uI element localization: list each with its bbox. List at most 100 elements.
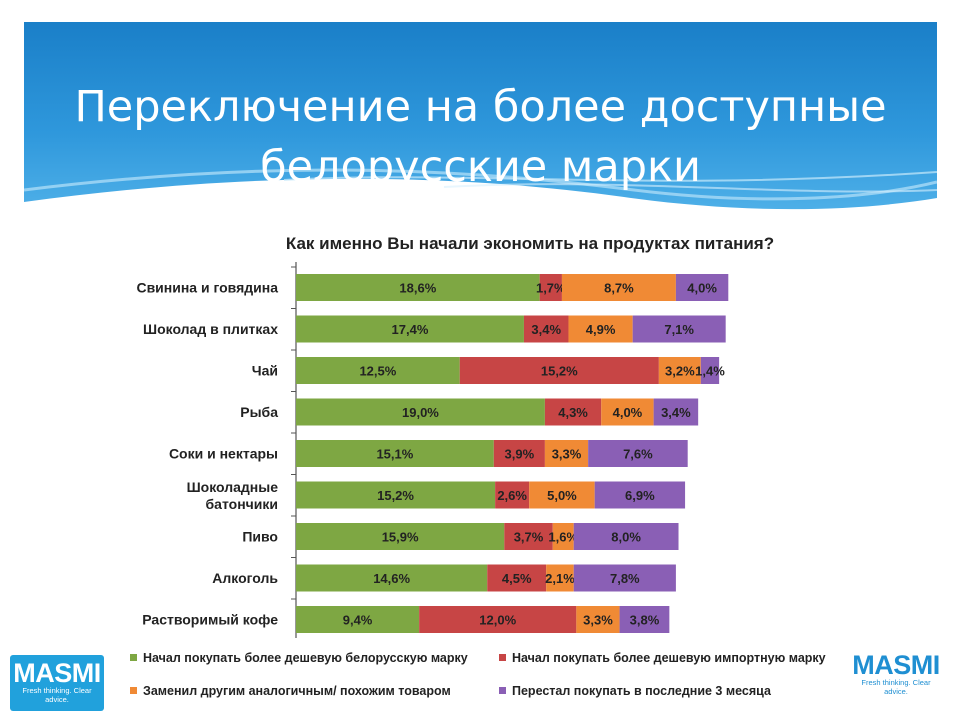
legend-label: Начал покупать более дешевую импортную м… [512,651,826,665]
bar-segment [504,523,553,550]
bar-segment [544,398,602,426]
bar-segment [568,315,633,343]
bar-segment [495,481,530,509]
bar-segment [296,440,494,467]
data-label: 7,8% [610,571,640,586]
data-label: 8,7% [604,281,634,296]
legend-swatch-green [130,654,137,661]
data-label: 7,1% [664,322,694,337]
legend-swatch-red [499,654,506,661]
data-label: 2,1% [545,571,575,586]
bar-segment [296,274,540,301]
bar-segment [544,440,589,467]
logo-word: MASMI [852,650,940,680]
data-label: 3,9% [505,447,535,462]
category-label: Шоколадные батончики [187,479,279,512]
bar-segment [523,315,569,343]
bar-segment [296,481,496,509]
logo-tagline: Fresh thinking. Clear advice. [22,686,92,704]
bar-segment [700,357,720,384]
bar-segment [675,274,729,301]
data-label: 3,4% [661,405,691,420]
slide-title-line-2: белорусские марки [260,141,701,192]
bar-segment [573,523,679,550]
bar-segment [296,357,460,384]
data-label: 5,0% [547,488,577,503]
stacked-bar-chart: Свинина и говядина 18,6% 1,7% 8,7% 4,0% Шокол… [136,262,729,638]
data-label: 2,6% [497,488,527,503]
data-label: 6,9% [625,488,655,503]
bar-segment [296,398,545,426]
bar-segment [632,315,726,343]
data-label: 7,6% [623,447,653,462]
bar-segment [552,523,574,550]
legend-swatch-orange [130,687,137,694]
bar-segment [601,398,654,426]
masmi-logo-right: MASMI Fresh thinking. Clear advice. [850,650,942,696]
bar-segment [653,398,699,426]
bar-segment [658,357,701,384]
data-label: 1,6% [548,530,578,545]
chart-title: Как именно Вы начали экономить на продук… [285,234,775,253]
data-label: 19,0% [402,405,439,420]
data-label: 3,3% [552,447,582,462]
data-label: 15,2% [377,488,414,503]
data-label: 3,3% [583,613,613,628]
data-label: 8,0% [611,530,641,545]
bar-segment [539,274,562,301]
legend-label: Начал покупать более дешевую белорусскую… [143,651,468,665]
data-label: 9,4% [343,613,373,628]
legend-item-belarus-brand: Начал покупать более дешевую белорусскую… [130,651,468,665]
legend-label: Заменил другим аналогичным/ похожим това… [143,684,451,698]
data-label: 4,0% [613,405,643,420]
data-label: 1,7% [536,281,566,296]
data-label: 4,9% [586,322,616,337]
category-label: Алкоголь [212,570,278,586]
data-label: 15,2% [541,364,578,379]
category-label: Растворимый кофе [142,612,278,628]
bar-segment [573,564,676,592]
bar-segment [296,606,420,633]
data-label: 17,4% [392,322,429,337]
slide-title-line-1: Переключение на более доступные [74,81,887,132]
data-label: 12,0% [479,613,516,628]
legend-item-import-brand: Начал покупать более дешевую импортную м… [499,651,826,665]
masmi-logo-left: MASMI Fresh thinking. Clear advice. [10,655,104,711]
data-label: 3,7% [514,530,544,545]
bar-segment [561,274,676,301]
bar-segment [619,606,670,633]
logo-tagline: Fresh thinking. Clear advice. [861,678,931,696]
data-label: 1,4% [695,364,725,379]
bar-segment [487,564,547,592]
data-label: 14,6% [373,571,410,586]
legend-label: Перестал покупать в последние 3 месяца [512,684,771,698]
bar-segment [296,564,488,592]
bar-segment [296,523,505,550]
legend-swatch-purple [499,687,506,694]
legend-item-stopped: Перестал покупать в последние 3 месяца [499,684,771,698]
bar-segment [419,606,577,633]
data-label: 15,1% [376,447,413,462]
data-label: 4,5% [502,571,532,586]
category-label: Рыба [240,404,278,420]
category-label: Соки и нектары [169,446,278,462]
data-label: 15,9% [382,530,419,545]
bar-segment [296,315,524,343]
header-wave-decoration [24,168,937,225]
category-label: Пиво [242,529,278,545]
data-label: 18,6% [399,281,436,296]
slide-title: Переключение на более доступные белорусс… [24,77,937,197]
bar-segment [493,440,545,467]
bar-segment [529,481,595,509]
bar-segment [576,606,620,633]
logo-word: MASMI [13,658,101,688]
legend-item-replaced: Заменил другим аналогичным/ похожим това… [130,684,451,698]
data-label: 3,2% [665,364,695,379]
slide-header: Переключение на более доступные белорусс… [24,22,937,225]
category-label: Шоколад в плитках [143,321,278,337]
data-label: 12,5% [359,364,396,379]
bar-segment [594,481,686,509]
data-label: 3,8% [630,613,660,628]
category-label: Свинина и говядина [136,280,278,296]
bar-segment [459,357,659,384]
